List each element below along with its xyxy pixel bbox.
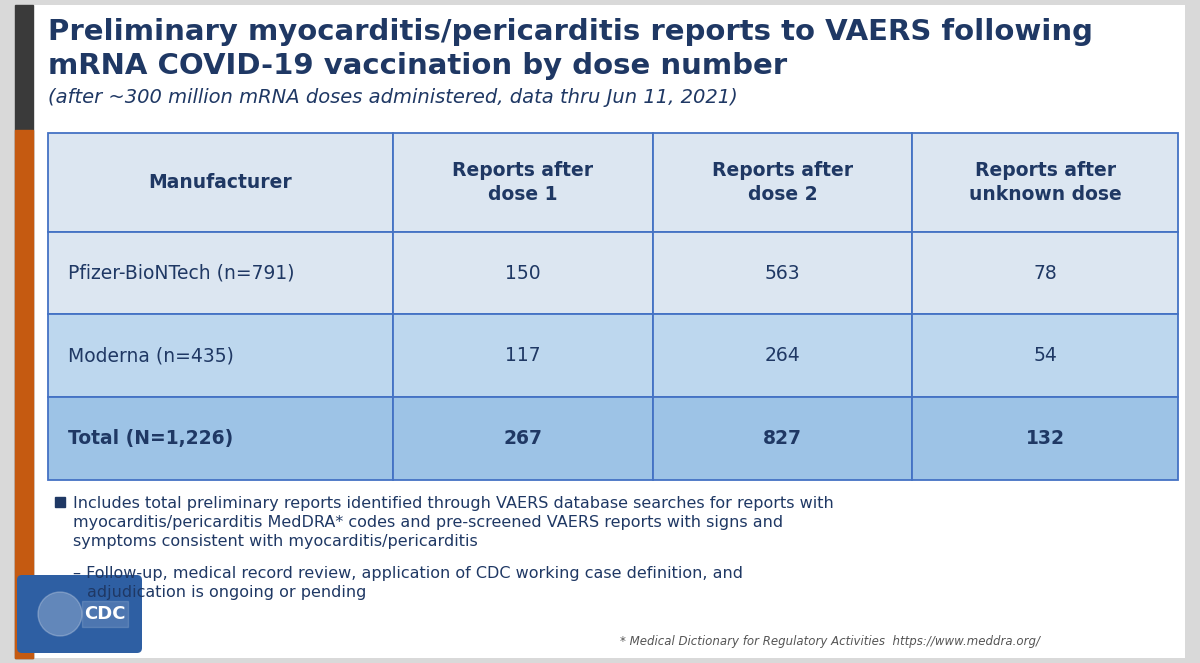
Text: 78: 78 [1033,264,1057,282]
Bar [55,497,65,507]
Bar [48,133,392,232]
Text: Moderna (n=435): Moderna (n=435) [68,346,234,365]
Bar [392,232,653,314]
Bar [392,133,653,232]
Bar [82,601,128,627]
Text: mRNA COVID-19 vaccination by dose number: mRNA COVID-19 vaccination by dose number [48,52,787,80]
Bar [392,397,653,480]
Bar [912,397,1178,480]
Bar [653,314,912,397]
Text: adjudication is ongoing or pending: adjudication is ongoing or pending [88,585,366,600]
Text: CDC: CDC [84,605,126,623]
Text: 54: 54 [1033,346,1057,365]
Text: – Follow-up, medical record review, application of CDC working case definition, : – Follow-up, medical record review, appl… [73,566,743,581]
Bar [48,397,392,480]
Text: 132: 132 [1026,429,1064,448]
Text: symptoms consistent with myocarditis/pericarditis: symptoms consistent with myocarditis/per… [73,534,478,549]
Circle shape [38,592,82,636]
Text: 117: 117 [505,346,540,365]
Text: Includes total preliminary reports identified through VAERS database searches fo: Includes total preliminary reports ident… [73,496,834,511]
Bar [14,5,34,658]
Text: 150: 150 [505,264,540,282]
Text: Pfizer-BioNTech (n=791): Pfizer-BioNTech (n=791) [68,264,294,282]
Bar [653,232,912,314]
Text: Reports after
dose 1: Reports after dose 1 [452,161,593,204]
Text: 827: 827 [763,429,802,448]
Text: Reports after
dose 2: Reports after dose 2 [712,161,853,204]
Text: 267: 267 [503,429,542,448]
Text: (after ~300 million mRNA doses administered, data thru Jun 11, 2021): (after ~300 million mRNA doses administe… [48,88,738,107]
Bar [912,232,1178,314]
Text: Manufacturer: Manufacturer [149,173,293,192]
Bar [653,397,912,480]
Bar [912,314,1178,397]
FancyBboxPatch shape [17,575,142,653]
Bar [48,314,392,397]
Text: * Medical Dictionary for Regulatory Activities  https://www.meddra.org/: * Medical Dictionary for Regulatory Acti… [620,635,1040,648]
Text: Total (N=1,226): Total (N=1,226) [68,429,233,448]
Text: Reports after
unknown dose: Reports after unknown dose [968,161,1122,204]
Bar [653,133,912,232]
Bar [48,232,392,314]
Text: 264: 264 [764,346,800,365]
Text: 563: 563 [764,264,800,282]
Bar [912,133,1178,232]
Text: Preliminary myocarditis/pericarditis reports to VAERS following: Preliminary myocarditis/pericarditis rep… [48,18,1093,46]
Bar [392,314,653,397]
Text: myocarditis/pericarditis MedDRA* codes and pre-screened VAERS reports with signs: myocarditis/pericarditis MedDRA* codes a… [73,515,784,530]
Bar [14,130,34,658]
